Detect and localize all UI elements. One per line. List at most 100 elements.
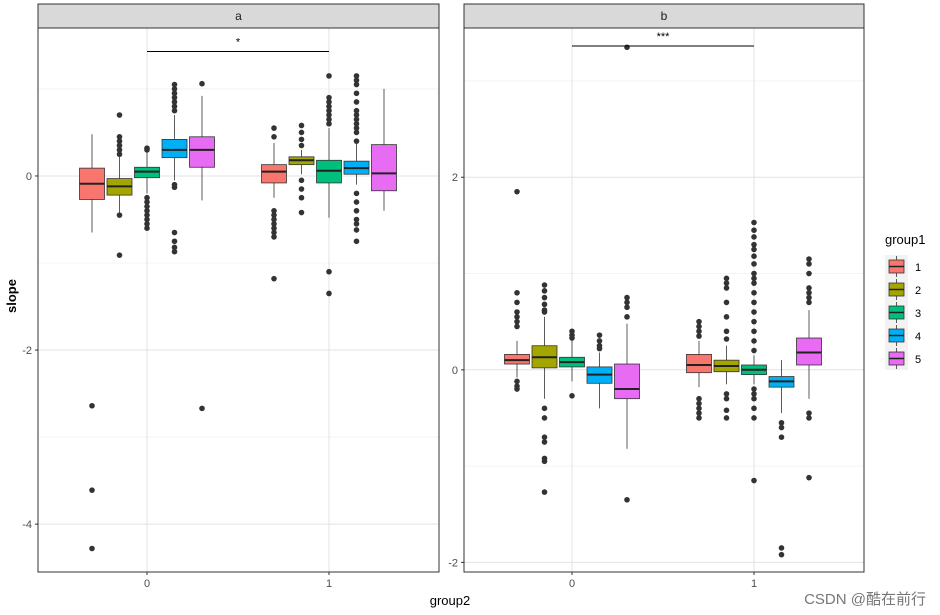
outlier-point xyxy=(353,73,360,79)
outlier-point xyxy=(751,219,757,226)
outlier-point xyxy=(326,116,332,123)
outlier-point xyxy=(806,289,812,296)
outlier-point xyxy=(171,99,178,105)
panel-background xyxy=(38,28,439,572)
y-axis-title: slope xyxy=(4,279,19,313)
outlier-point xyxy=(298,122,305,129)
outlier-point xyxy=(751,246,757,253)
outlier-point xyxy=(806,270,812,277)
outlier-point xyxy=(353,221,360,227)
box-b-x1-g5 xyxy=(796,256,822,481)
panel-a: 0 -2 -4 0 1 * a xyxy=(22,3,440,590)
outlier-point xyxy=(144,147,150,153)
box-b-x0-g2 xyxy=(531,282,558,495)
outlier-point xyxy=(171,184,178,191)
strip-background xyxy=(463,3,865,29)
outlier-point xyxy=(326,73,332,79)
outlier-point xyxy=(541,294,548,301)
outlier-point xyxy=(116,112,123,118)
outlier-point xyxy=(751,395,757,402)
outlier-point xyxy=(696,395,702,402)
outlier-point xyxy=(751,405,757,412)
outlier-point xyxy=(144,216,150,223)
outlier-point xyxy=(199,405,205,412)
outlier-point xyxy=(514,386,520,392)
box-body xyxy=(261,164,287,184)
outlier-point xyxy=(326,290,332,297)
outlier-point xyxy=(298,209,305,216)
outlier-point xyxy=(751,328,757,335)
outlier-point xyxy=(696,415,702,421)
outlier-point xyxy=(171,238,178,245)
y-tick-label: -4 xyxy=(22,519,32,531)
outlier-point xyxy=(199,80,205,87)
outlier-point xyxy=(353,90,360,97)
outlier-point xyxy=(353,199,360,205)
outlier-point xyxy=(541,288,548,294)
outlier-point xyxy=(171,248,178,255)
legend: group1 1 2 3 4 5 xyxy=(885,232,925,370)
outlier-point xyxy=(778,419,785,426)
outlier-point xyxy=(326,120,332,127)
outlier-point xyxy=(723,395,730,402)
outlier-point xyxy=(751,241,757,248)
box-a-x1-g2 xyxy=(288,122,315,216)
outlier-point xyxy=(696,318,702,325)
outlier-point xyxy=(326,112,332,118)
outlier-point xyxy=(624,496,630,503)
panels-layer: 0 -2 -4 0 1 * a 2 0 -2 0 1 *** b xyxy=(22,3,865,590)
panel-background xyxy=(464,28,864,572)
outlier-point xyxy=(624,294,630,301)
outlier-point xyxy=(751,280,757,286)
outlier-point xyxy=(596,332,603,338)
outlier-point xyxy=(298,142,305,149)
outlier-point xyxy=(171,81,178,88)
outlier-point xyxy=(723,415,730,421)
outlier-point xyxy=(514,323,520,330)
box-a-x0-g1 xyxy=(79,134,105,552)
outlier-point xyxy=(541,405,548,412)
outlier-point xyxy=(514,188,520,195)
outlier-point xyxy=(89,545,95,552)
outlier-point xyxy=(89,487,95,493)
box-body xyxy=(614,363,640,400)
legend-label: 1 xyxy=(915,262,921,274)
legend-keys: 1 2 3 4 5 xyxy=(885,255,921,370)
outlier-point xyxy=(723,280,730,286)
outlier-point xyxy=(778,434,785,441)
outlier-point xyxy=(569,335,575,341)
outlier-point xyxy=(514,318,520,325)
outlier-point xyxy=(514,378,520,385)
outlier-point xyxy=(806,299,812,306)
outlier-point xyxy=(723,407,730,414)
outlier-point xyxy=(144,225,150,231)
outlier-point xyxy=(751,234,757,240)
outlier-point xyxy=(696,405,702,412)
outlier-point xyxy=(89,402,95,409)
outlier-point xyxy=(751,275,757,282)
legend-title: group1 xyxy=(885,232,925,247)
outlier-point xyxy=(353,238,360,245)
outlier-point xyxy=(271,212,277,218)
outlier-point xyxy=(298,194,305,201)
panel-b: 2 0 -2 0 1 *** b xyxy=(448,3,865,590)
y-tick-label: -2 xyxy=(22,345,32,357)
box-a-x0-g2 xyxy=(106,112,133,258)
outlier-point xyxy=(353,207,360,214)
outlier-point xyxy=(723,336,730,342)
outlier-point xyxy=(751,261,757,267)
outlier-point xyxy=(541,434,548,441)
outlier-point xyxy=(271,207,277,214)
outlier-point xyxy=(596,345,603,352)
outlier-point xyxy=(144,199,150,205)
outlier-point xyxy=(696,323,702,330)
outlier-point xyxy=(624,299,630,306)
outlier-point xyxy=(144,203,150,210)
box-b-x1-g4 xyxy=(768,360,795,558)
outlier-point xyxy=(353,227,360,233)
outlier-point xyxy=(326,268,332,275)
outlier-point xyxy=(541,301,548,308)
legend-key-4: 4 xyxy=(885,324,921,347)
legend-label: 4 xyxy=(915,331,921,343)
